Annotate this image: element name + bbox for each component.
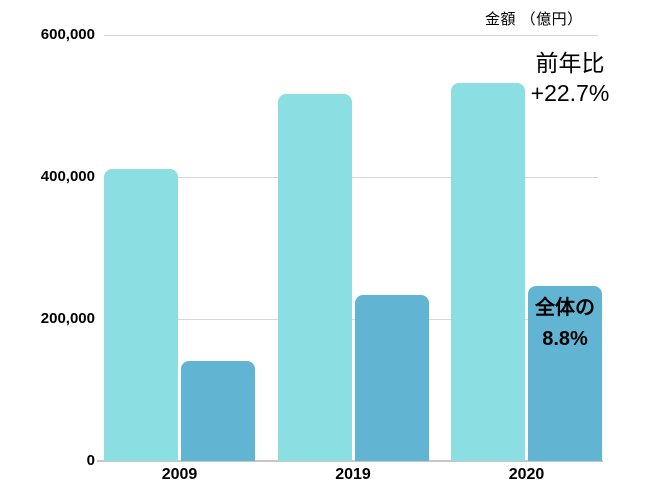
y-tick-label-0: 0 — [86, 452, 95, 469]
x-tick-label-2020: 2020 — [508, 466, 545, 483]
annotation-share-of-total: 全体の 8.8% — [528, 293, 602, 355]
annotation-yoy-line2: +22.7% — [530, 80, 610, 106]
bar-light-cyan-bars-2009 — [104, 168, 178, 461]
gridline-600000 — [104, 34, 598, 36]
bar-dark-blue-bars-2019 — [354, 294, 429, 461]
annotation-share-line2: 8.8% — [542, 328, 588, 350]
y-tick-label-200000: 200,000 — [40, 309, 95, 327]
annotation-share-line1: 全体の — [535, 297, 595, 319]
bar-light-cyan-bars-2020 — [451, 82, 525, 461]
bar-dark-blue-bars-2009 — [181, 360, 255, 461]
annotation-yoy-change: 前年比 +22.7% — [522, 48, 618, 108]
y-tick-label-600000: 600,000 — [40, 25, 95, 43]
x-tick-label-2019: 2019 — [335, 466, 371, 483]
y-tick-label-400000: 400,000 — [40, 167, 95, 185]
y-axis-title: 金額 （億円） — [485, 11, 583, 28]
bar-dark-blue-bars-2020 — [528, 286, 602, 461]
x-tick-label-2009: 2009 — [161, 466, 198, 483]
x-axis-line — [97, 460, 603, 462]
bar-light-cyan-bars-2019 — [277, 94, 352, 461]
annotation-yoy-line1: 前年比 — [535, 50, 605, 76]
